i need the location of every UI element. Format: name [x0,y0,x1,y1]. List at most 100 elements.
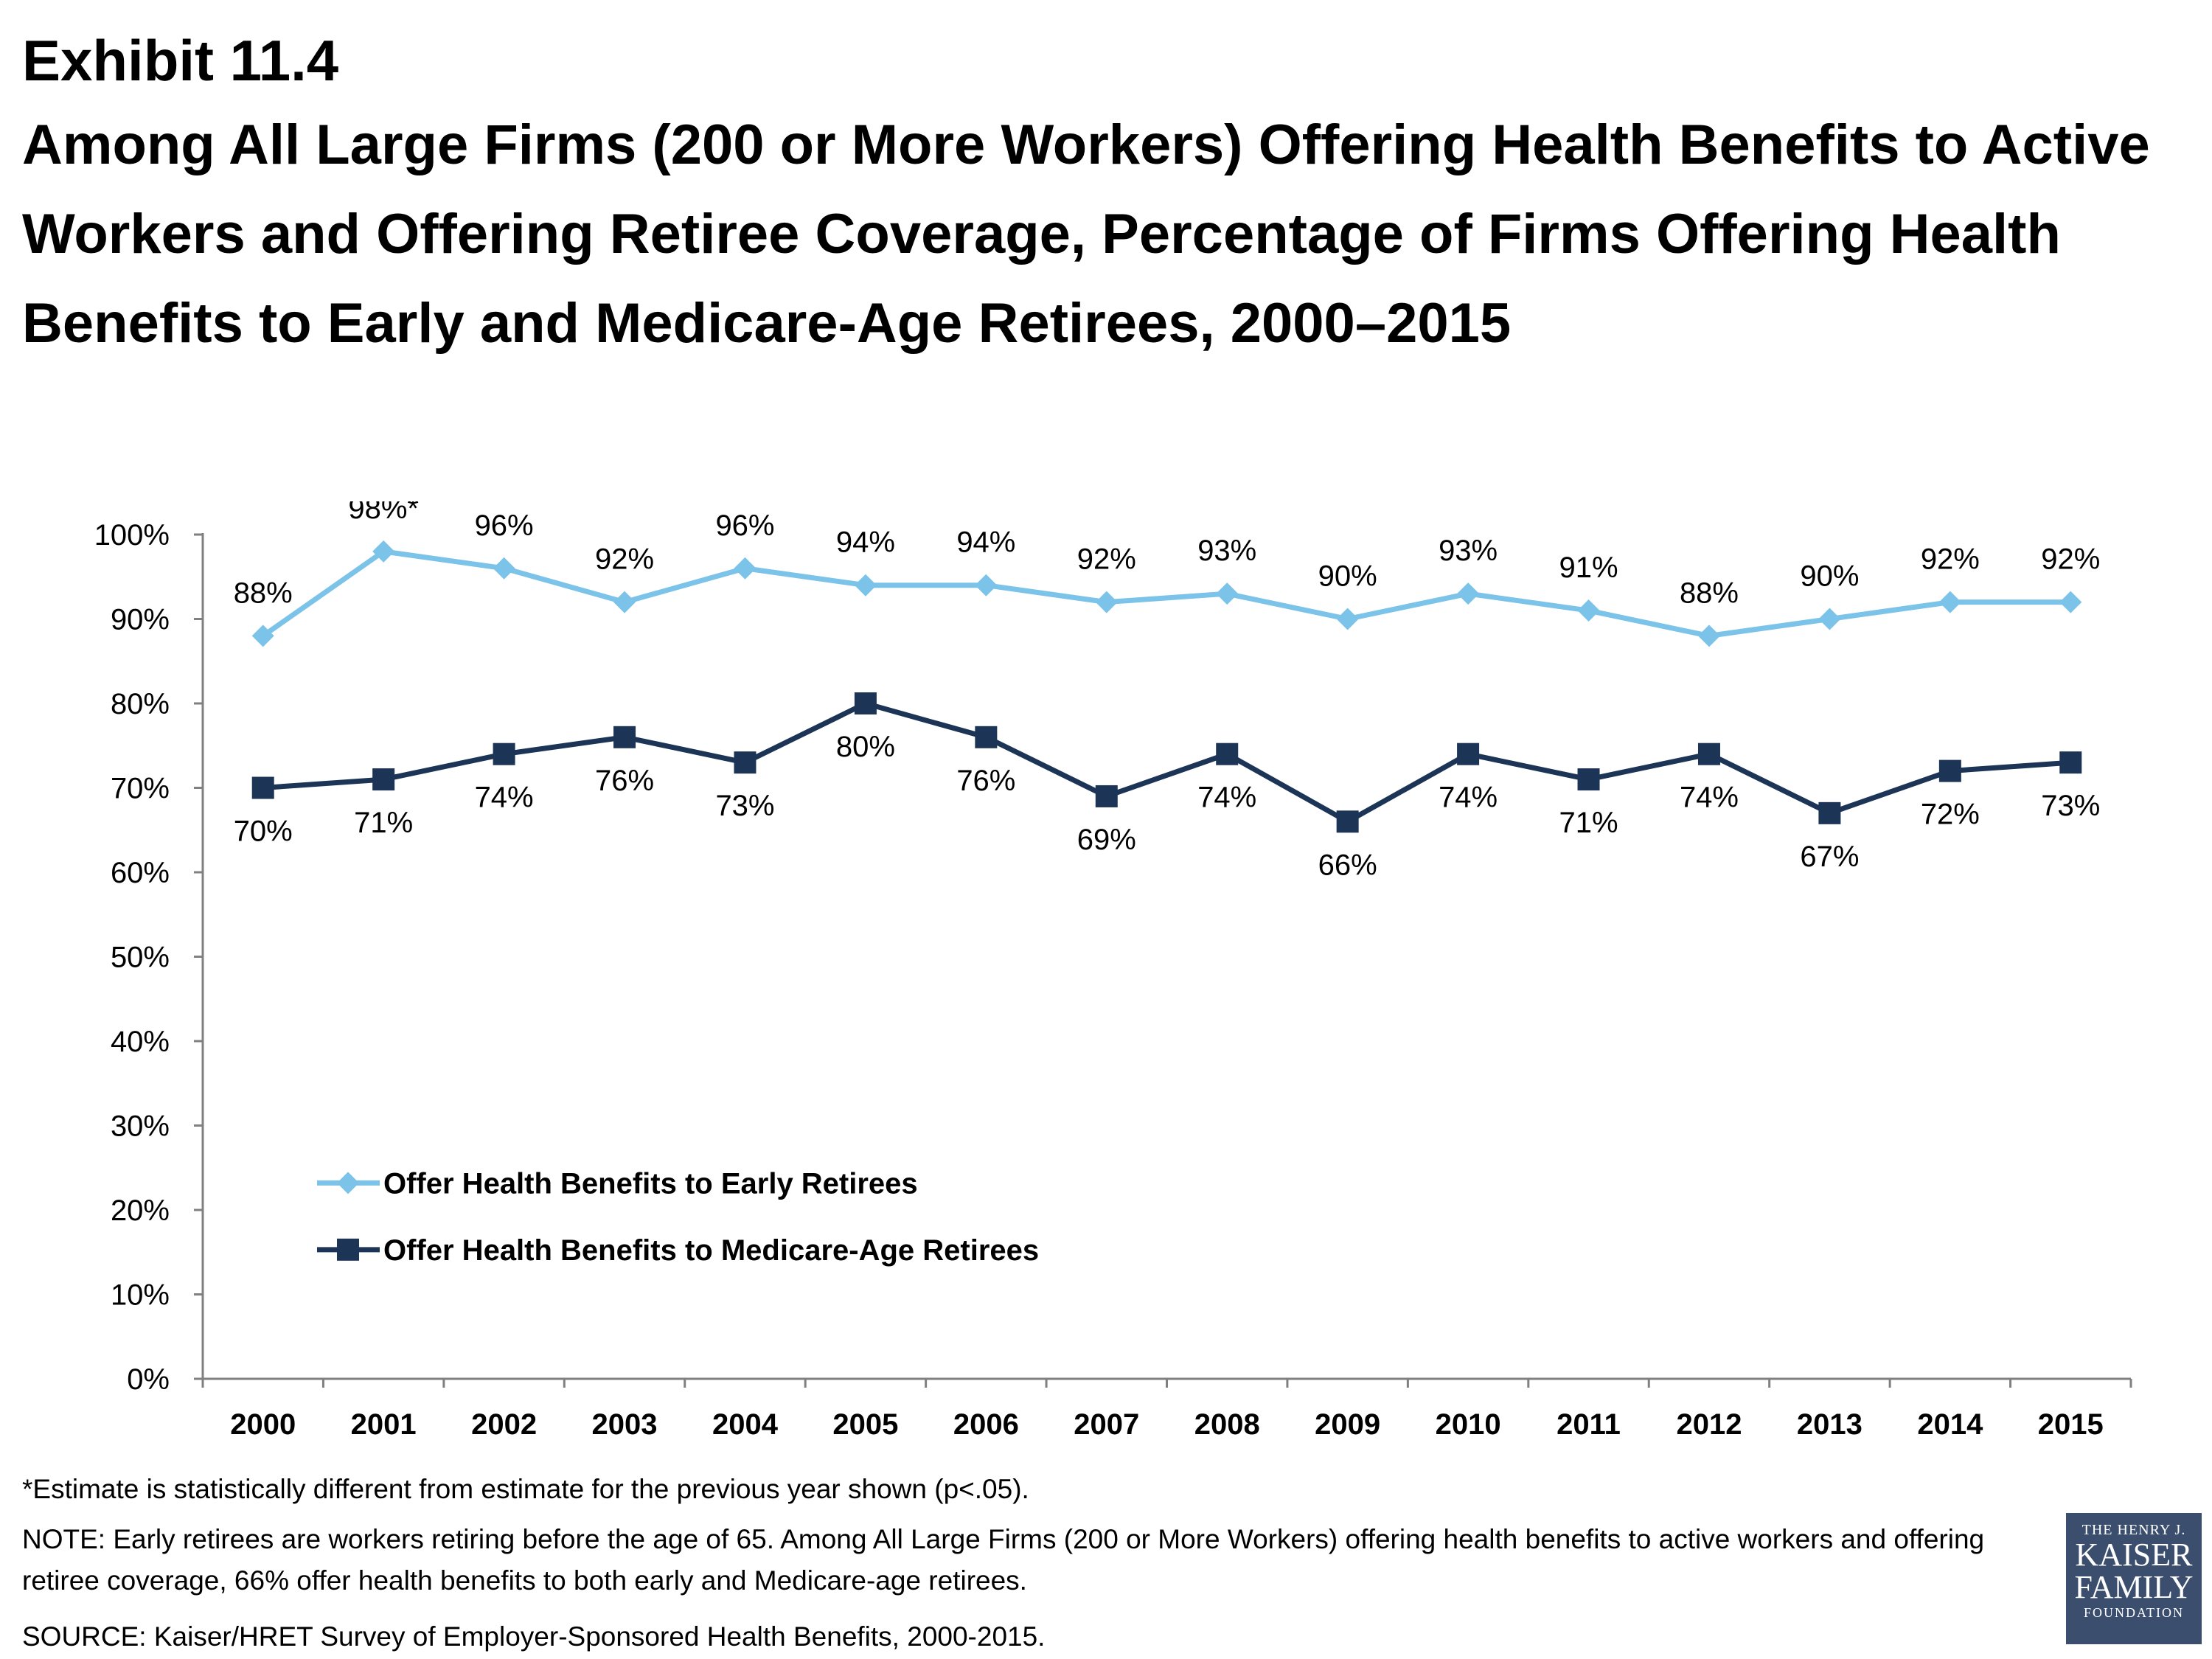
data-point-early-retirees [1577,599,1600,622]
y-tick-label: 90% [111,604,170,636]
data-label-medicare-age-retirees: 76% [956,765,1015,797]
y-tick-label: 10% [111,1279,170,1312]
x-tick-label: 2004 [712,1408,779,1441]
exhibit-number: Exhibit 11.4 [22,28,339,93]
logo-line-4: FOUNDATION [2084,1605,2184,1620]
x-tick-label: 2000 [230,1408,296,1441]
data-label-medicare-age-retirees: 67% [1800,841,1859,873]
legend-label: Offer Health Benefits to Medicare-Age Re… [383,1234,1039,1267]
data-label-medicare-age-retirees: 73% [2041,790,2100,822]
data-point-medicare-age-retirees [1336,810,1359,833]
data-point-medicare-age-retirees [1938,759,1961,782]
x-tick-label: 2006 [953,1408,1019,1441]
data-point-medicare-age-retirees [613,726,636,748]
legend-square-marker [337,1238,359,1261]
data-label-early-retirees: 90% [1318,560,1377,593]
data-point-early-retirees [1457,582,1480,605]
x-tick-label: 2010 [1436,1408,1501,1441]
data-point-medicare-age-retirees [493,742,515,765]
data-point-medicare-age-retirees [372,768,395,791]
x-tick-label: 2003 [592,1408,658,1441]
x-tick-label: 2011 [1557,1408,1621,1441]
data-point-early-retirees [372,540,395,563]
data-label-medicare-age-retirees: 80% [836,731,895,763]
data-point-early-retirees [1216,582,1239,605]
logo-line-2: KAISER [2075,1537,2193,1573]
data-label-medicare-age-retirees: 66% [1318,849,1377,881]
data-point-early-retirees [251,625,274,647]
data-point-medicare-age-retirees [1818,801,1841,824]
data-point-medicare-age-retirees [1697,742,1720,765]
legend-diamond-marker [337,1172,359,1194]
data-point-early-retirees [1938,591,1961,613]
x-tick-label: 2005 [832,1408,898,1441]
x-tick-label: 2007 [1074,1408,1139,1441]
data-label-early-retirees: 98%* [348,501,419,525]
x-tick-label: 2008 [1194,1408,1260,1441]
data-label-early-retirees: 92% [595,543,654,576]
chart-title: Among All Large Firms (200 or More Worke… [22,114,2150,355]
significance-footnote: *Estimate is statistically different fro… [22,1474,1029,1504]
data-label-early-retirees: 92% [1921,543,1980,576]
data-label-early-retirees: 88% [234,577,293,609]
data-point-medicare-age-retirees [1095,785,1118,807]
data-point-early-retirees [1336,608,1359,630]
data-point-medicare-age-retirees [2059,751,2082,774]
data-label-medicare-age-retirees: 76% [595,765,654,797]
data-label-early-retirees: 96% [475,509,534,542]
data-point-medicare-age-retirees [854,692,877,714]
data-point-early-retirees [2059,591,2082,613]
series-line-medicare-age-retirees [262,700,2071,824]
data-label-early-retirees: 96% [715,509,774,542]
data-label-medicare-age-retirees: 74% [1680,782,1739,814]
x-tick-label: 2001 [351,1408,417,1441]
x-tick-label: 2014 [1917,1408,1983,1441]
data-label-medicare-age-retirees: 74% [475,782,534,814]
data-point-early-retirees [1818,608,1841,630]
data-point-medicare-age-retirees [975,726,998,748]
data-label-medicare-age-retirees: 71% [354,807,413,839]
data-label-medicare-age-retirees: 69% [1077,824,1136,856]
data-label-medicare-age-retirees: 73% [715,790,774,822]
data-point-medicare-age-retirees [734,751,757,774]
y-tick-label: 60% [111,857,170,889]
y-tick-label: 20% [111,1194,170,1227]
title-block: Exhibit 11.4 Among All Large Firms (200 … [22,21,2190,368]
y-tick-label: 0% [127,1363,170,1396]
data-label-early-retirees: 92% [1077,543,1136,576]
legend-label: Offer Health Benefits to Early Retirees [383,1167,918,1200]
data-label-medicare-age-retirees: 71% [1559,807,1618,839]
y-tick-label: 30% [111,1110,170,1143]
data-point-early-retirees [854,574,877,597]
data-label-medicare-age-retirees: 74% [1439,782,1498,814]
x-tick-label: 2002 [471,1408,537,1441]
source-footnote: SOURCE: Kaiser/HRET Survey of Employer-S… [22,1621,1046,1652]
x-tick-label: 2013 [1797,1408,1863,1441]
y-tick-label: 70% [111,773,170,805]
y-tick-label: 50% [111,942,170,974]
x-tick-label: 2009 [1315,1408,1380,1441]
data-label-medicare-age-retirees: 70% [234,815,293,848]
data-point-early-retirees [1095,591,1118,613]
series-line-early-retirees [261,549,2071,639]
data-label-medicare-age-retirees: 74% [1197,782,1256,814]
data-point-medicare-age-retirees [1216,742,1239,765]
data-label-early-retirees: 88% [1680,577,1739,609]
logo-line-3: FAMILY [2074,1569,2194,1605]
data-label-early-retirees: 93% [1439,535,1498,567]
data-label-medicare-age-retirees: 72% [1921,799,1980,831]
data-point-early-retirees [493,557,515,580]
data-point-medicare-age-retirees [251,776,274,799]
data-label-early-retirees: 93% [1197,535,1256,567]
data-label-early-retirees: 94% [836,526,895,559]
kaiser-family-foundation-logo: THE HENRY J. KAISER FAMILY FOUNDATION [2066,1513,2202,1644]
data-point-early-retirees [734,557,757,580]
logo-line-1: THE HENRY J. [2081,1522,2186,1538]
line-chart: 0% 10% 20% 30% 40% 50% 60% 70% 80% 90% 100% 2000 200… [94,501,2132,1441]
data-point-medicare-age-retirees [1577,768,1600,791]
x-tick-label: 2015 [2038,1408,2104,1441]
data-label-early-retirees: 90% [1800,560,1859,593]
data-label-early-retirees: 91% [1559,552,1618,584]
y-tick-label: 100% [94,519,170,552]
y-tick-label: 80% [111,688,170,720]
